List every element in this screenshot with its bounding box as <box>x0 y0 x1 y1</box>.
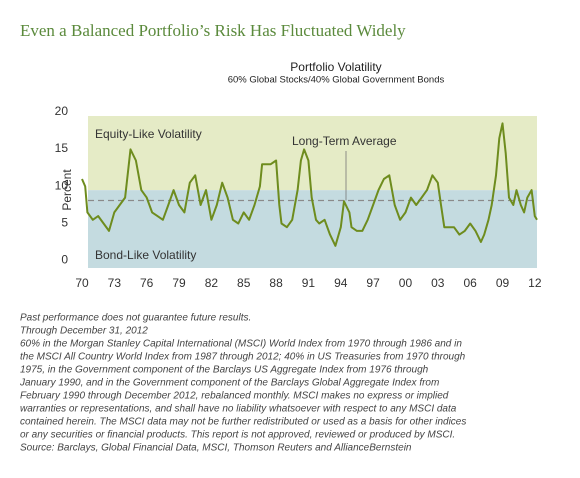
x-tick-label: 88 <box>269 276 283 290</box>
footnote: contained herein. The MSCI data may not … <box>20 417 466 428</box>
x-tick-label: 85 <box>237 276 251 290</box>
footnote: Source: Barclays, Global Financial Data,… <box>20 443 412 454</box>
x-tick-label: 06 <box>463 276 477 290</box>
average-label: Long-Term Average <box>292 134 397 148</box>
y-tick-label: 15 <box>55 141 69 155</box>
footnote: Past performance does not guarantee futu… <box>20 313 251 324</box>
y-tick-label: 0 <box>61 252 68 266</box>
footnote: warranties or representations, and shall… <box>20 404 457 415</box>
x-tick-label: 70 <box>75 276 89 290</box>
y-tick-label: 20 <box>55 104 69 118</box>
band-label: Equity-Like Volatility <box>95 127 202 141</box>
x-tick-label: 97 <box>366 276 380 290</box>
footnote: or any securities or financial products.… <box>20 430 455 441</box>
footnote: Through December 31, 2012 <box>20 326 148 337</box>
x-tick-label: 03 <box>431 276 445 290</box>
y-tick-label: 5 <box>61 215 68 229</box>
x-tick-label: 82 <box>205 276 219 290</box>
series-line <box>81 122 538 247</box>
x-tick-label: 91 <box>302 276 316 290</box>
footnote: the MSCI All Country World Index from 19… <box>20 352 466 363</box>
page-title: Even a Balanced Portfolio’s Risk Has Flu… <box>20 21 406 40</box>
band-label: Bond-Like Volatility <box>95 248 196 262</box>
x-tick-label: 76 <box>140 276 154 290</box>
y-tick-label: 10 <box>55 178 69 192</box>
y-axis-label: Percent <box>60 169 74 211</box>
chart-subtitle: 60% Global Stocks/40% Global Government … <box>228 75 445 86</box>
x-tick-label: 09 <box>496 276 510 290</box>
footnote: February 1990 through December 2012, reb… <box>20 391 449 402</box>
chart-title: Portfolio Volatility <box>290 60 381 74</box>
x-tick-label: 73 <box>108 276 122 290</box>
band <box>88 116 537 191</box>
footnote: 60% in the Morgan Stanley Capital Intern… <box>20 339 462 350</box>
x-tick-label: 94 <box>334 276 348 290</box>
x-tick-label: 12 <box>528 276 542 290</box>
x-tick-label: 79 <box>172 276 186 290</box>
footnote: 1975, in the Government component of the… <box>20 365 429 376</box>
footnote: January 1990, and in the Government comp… <box>19 378 439 389</box>
x-tick-label: 00 <box>399 276 413 290</box>
